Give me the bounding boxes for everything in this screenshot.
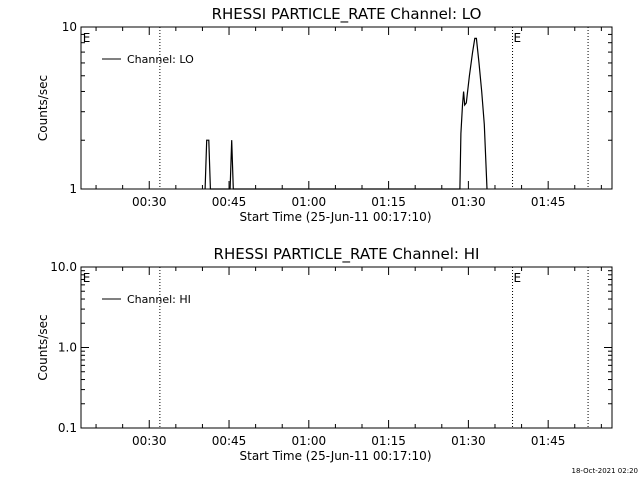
panel2-chart-title: RHESSI PARTICLE_RATE Channel: HI	[214, 245, 480, 264]
panel1-x-tick-label: 01:45	[531, 195, 566, 209]
panel2-y-tick-label: 1.0	[58, 341, 77, 355]
panel2-y-tick-label: 0.1	[58, 421, 77, 435]
panel1-x-tick-label: 00:45	[212, 195, 247, 209]
panel1-y-tick-label: 10	[62, 20, 77, 34]
panel1-x-axis-label: Start Time (25-Jun-11 00:17:10)	[240, 210, 432, 224]
panel2-x-tick-label: 01:30	[451, 434, 486, 448]
panel2-x-tick-label: 00:30	[132, 434, 167, 448]
panel1-event-label: E	[514, 31, 522, 45]
panel2-y-axis-label: Counts/sec	[36, 314, 50, 380]
panel1-x-tick-label: 00:30	[132, 195, 167, 209]
panel1-series-line	[204, 37, 488, 190]
panel2-event-label: E	[514, 271, 522, 285]
panel1-plot-frame	[80, 26, 613, 190]
panel1-event-label: E	[83, 31, 91, 45]
panel2-x-tick-label: 01:00	[292, 434, 327, 448]
panel1-y-tick-label: 1	[69, 182, 77, 196]
panel2-event-label: E	[83, 271, 91, 285]
panel1-x-tick-label: 01:30	[451, 195, 486, 209]
panel2-legend-label: Channel: HI	[127, 293, 191, 306]
panel2-x-axis-label: Start Time (25-Jun-11 00:17:10)	[240, 449, 432, 463]
panel2-x-tick-label: 00:45	[212, 434, 247, 448]
panel1-x-tick-label: 01:00	[292, 195, 327, 209]
panel1-y-axis-label: Counts/sec	[36, 75, 50, 141]
panel2-plot-frame	[80, 266, 613, 429]
footer-timestamp: 18-Oct-2021 02:20	[571, 467, 638, 475]
panel1-chart-title: RHESSI PARTICLE_RATE Channel: LO	[212, 5, 482, 24]
panel1-legend-label: Channel: LO	[127, 53, 194, 66]
panel2-y-tick-label: 10.0	[50, 260, 77, 274]
panel2-x-tick-label: 01:15	[371, 434, 406, 448]
panel2-x-tick-label: 01:45	[531, 434, 566, 448]
panel1-x-tick-label: 01:15	[371, 195, 406, 209]
